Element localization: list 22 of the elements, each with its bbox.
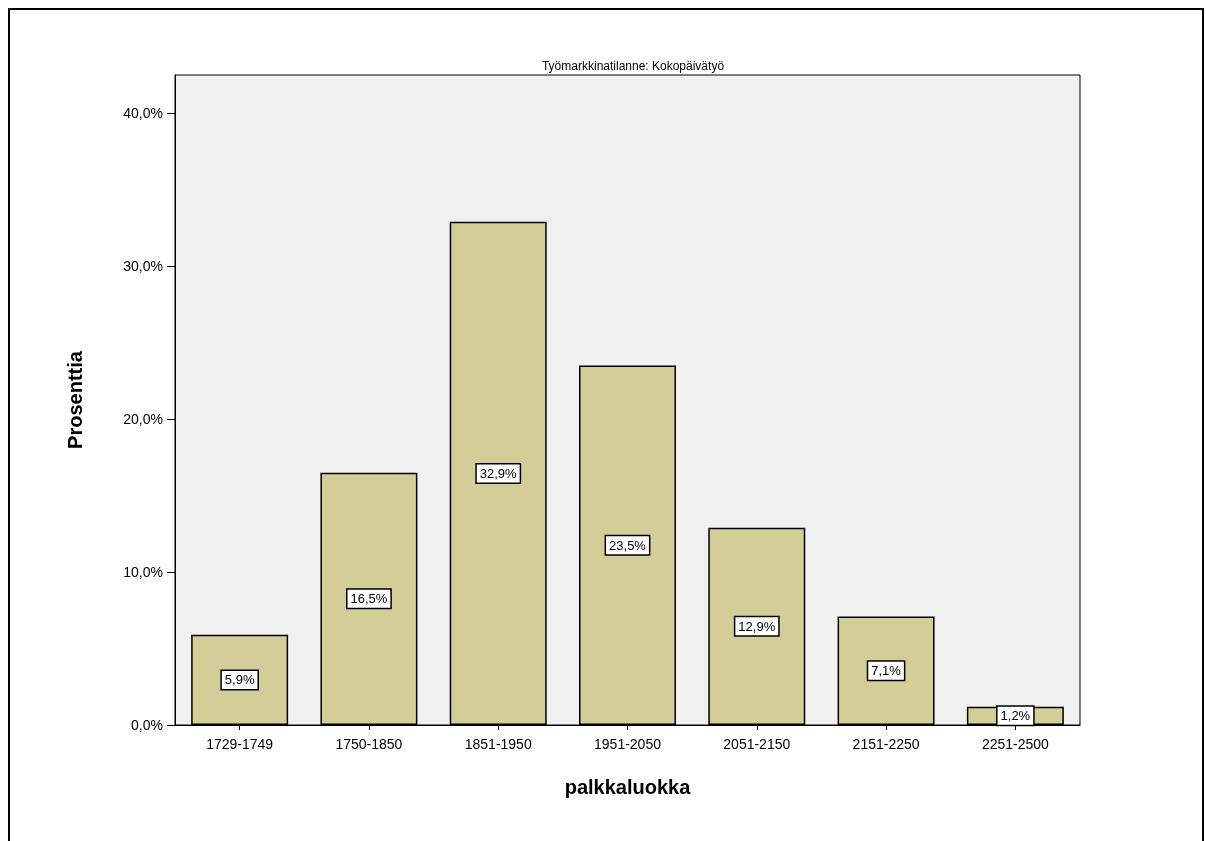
data-label: 16,5% xyxy=(350,591,388,607)
x-tick-label: 2051-2150 xyxy=(723,736,791,752)
x-tick-label: 2151-2250 xyxy=(852,736,920,752)
y-tick-label: 40,0% xyxy=(123,105,163,122)
x-axis-title: palkkaluokka xyxy=(564,776,692,798)
x-tick-label: 1851-1950 xyxy=(464,736,532,752)
y-tick-label: 20,0% xyxy=(123,411,163,428)
x-tick-label: 1951-2050 xyxy=(594,736,662,752)
data-label: 23,5% xyxy=(609,537,647,553)
chart-title: Työmarkkinatilanne: Kokopäivätyö xyxy=(541,59,725,73)
data-label: 7,1% xyxy=(871,663,902,679)
y-tick-label: 10,0% xyxy=(123,564,163,581)
y-tick-label: 0,0% xyxy=(131,717,163,733)
y-axis-title: Prosenttia xyxy=(64,350,86,449)
data-label: 1,2% xyxy=(1000,708,1031,724)
data-label: 32,9% xyxy=(479,465,518,481)
data-label: 5,9% xyxy=(224,672,255,688)
x-tick-label: 1750-1850 xyxy=(335,736,403,752)
x-tick-label: 1729-1749 xyxy=(206,736,274,752)
data-label: 12,9% xyxy=(738,618,776,634)
x-tick-label: 2251-2500 xyxy=(981,736,1050,752)
y-tick-label: 30,0% xyxy=(123,258,163,275)
